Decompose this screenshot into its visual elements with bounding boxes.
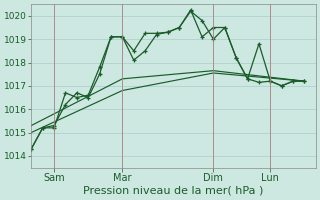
- X-axis label: Pression niveau de la mer( hPa ): Pression niveau de la mer( hPa ): [84, 186, 264, 196]
